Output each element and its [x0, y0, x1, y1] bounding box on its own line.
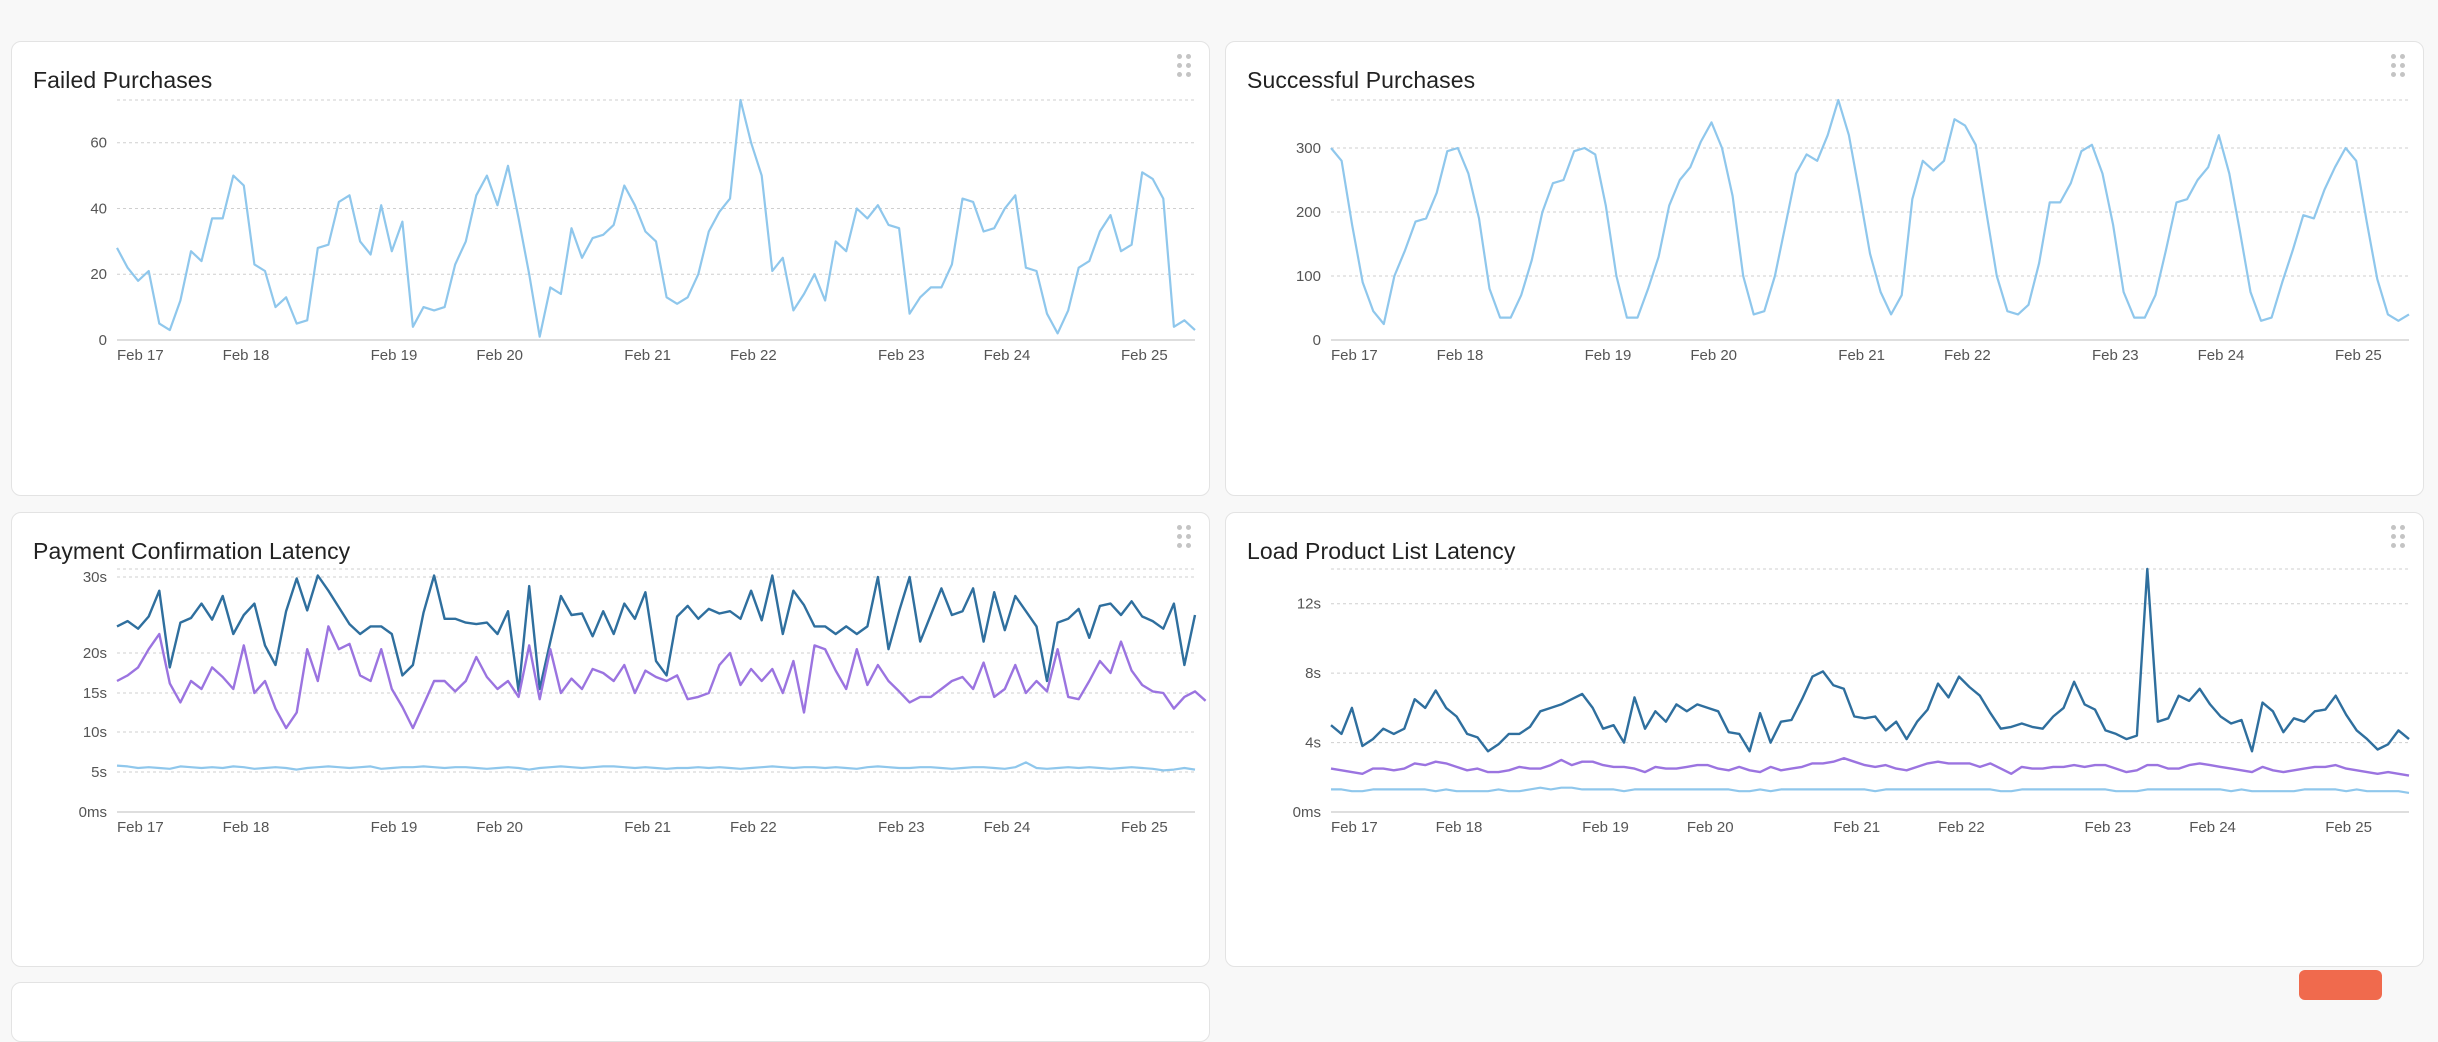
series-line-light — [1330, 98, 2410, 326]
y-tick-label: 60 — [90, 135, 107, 152]
series-line-light — [1331, 786, 2410, 794]
x-tick-label: Feb 25 — [2325, 819, 2372, 836]
y-tick-label: 5s — [91, 764, 107, 781]
x-tick-label: Feb 19 — [1585, 347, 1632, 364]
y-tick-label: 4s — [1305, 735, 1321, 752]
y-tick-label: 0 — [1313, 332, 1321, 349]
x-tick-label: Feb 21 — [1838, 347, 1885, 364]
drag-handle-icon[interactable] — [2391, 54, 2407, 80]
x-tick-label: Feb 24 — [2189, 819, 2236, 836]
x-tick-label: Feb 17 — [117, 347, 164, 364]
series-line-dark — [116, 574, 1197, 693]
x-tick-label: Feb 17 — [1331, 347, 1378, 364]
x-tick-label: Feb 21 — [624, 347, 671, 364]
y-tick-label: 20 — [90, 266, 107, 283]
y-tick-label: 100 — [1296, 268, 1321, 285]
panel-load-product-list-latency: Load Product List Latency 0ms 4s 8s 12s Feb … — [1225, 512, 2424, 967]
x-tick-label: Feb 17 — [1331, 819, 1378, 836]
y-tick-label: 10s — [83, 724, 107, 741]
y-tick-label: 15s — [83, 685, 107, 702]
drag-handle-icon[interactable] — [1177, 54, 1193, 80]
y-tick-label: 0 — [99, 332, 107, 349]
x-tick-label: Feb 24 — [984, 347, 1031, 364]
x-tick-label: Feb 21 — [624, 819, 671, 836]
x-tick-label: Feb 25 — [1121, 347, 1168, 364]
x-tick-label: Feb 23 — [2085, 819, 2132, 836]
series-line-dark — [1330, 567, 2410, 753]
drag-handle-icon[interactable] — [1177, 525, 1193, 551]
chart-failed-purchases: 0 20 40 60 Feb 17 Feb 18 Feb 19 Feb 20 Feb 21 Feb… — [90, 98, 1196, 364]
y-tick-label: 0ms — [1293, 804, 1321, 821]
x-tick-label: Feb 18 — [223, 819, 270, 836]
y-tick-label: 200 — [1296, 204, 1321, 221]
y-tick-label: 300 — [1296, 140, 1321, 157]
y-tick-label: 0ms — [79, 804, 107, 821]
x-tick-label: Feb 19 — [371, 819, 418, 836]
series-line-purple — [1330, 757, 2410, 777]
x-tick-label: Feb 22 — [730, 347, 777, 364]
x-tick-label: Feb 20 — [1690, 347, 1737, 364]
panel-failed-purchases: Failed Purchases 0 20 40 60 Feb 17 Feb 18 Feb … — [11, 41, 1210, 496]
x-tick-label: Feb 18 — [223, 347, 270, 364]
x-tick-label: Feb 22 — [1944, 347, 1991, 364]
x-tick-label: Feb 24 — [984, 819, 1031, 836]
x-tick-label: Feb 19 — [1582, 819, 1629, 836]
x-tick-label: Feb 25 — [2335, 347, 2382, 364]
x-tick-label: Feb 19 — [371, 347, 418, 364]
chart-load-product-list-latency: 0ms 4s 8s 12s Feb 17 Feb 18 Feb 19 Feb 20 Feb 21… — [1293, 567, 2410, 836]
x-tick-label: Feb 18 — [1437, 347, 1484, 364]
x-tick-label: Feb 20 — [476, 819, 523, 836]
panel-title: Payment Confirmation Latency — [33, 538, 351, 564]
action-button[interactable] — [2299, 970, 2382, 1000]
x-tick-label: Feb 25 — [1121, 819, 1168, 836]
chart-payment-confirmation-latency: 0ms 5s 10s 15s 20s 30s Feb 17 Feb 18 Feb 19 Feb 2… — [79, 568, 1207, 836]
x-tick-label: Feb 18 — [1436, 819, 1483, 836]
x-tick-label: Feb 24 — [2198, 347, 2245, 364]
panel-title: Failed Purchases — [33, 67, 213, 93]
x-tick-label: Feb 21 — [1833, 819, 1880, 836]
x-tick-label: Feb 20 — [476, 347, 523, 364]
y-tick-label: 30s — [83, 569, 107, 586]
x-tick-label: Feb 17 — [117, 819, 164, 836]
panel-title: Load Product List Latency — [1247, 538, 1516, 564]
x-tick-label: Feb 22 — [730, 819, 777, 836]
series-line-light — [116, 98, 1196, 338]
y-tick-label: 40 — [90, 200, 107, 217]
panel-successful-purchases: Successful Purchases 0 100 200 300 Feb 17 Feb… — [1225, 41, 2424, 496]
x-tick-label: Feb 23 — [2092, 347, 2139, 364]
x-tick-label: Feb 23 — [878, 347, 925, 364]
chart-successful-purchases: 0 100 200 300 Feb 17 Feb 18 Feb 19 Feb 20 Feb 21… — [1296, 98, 2410, 364]
x-tick-label: Feb 20 — [1687, 819, 1734, 836]
y-tick-label: 20s — [83, 645, 107, 662]
series-line-light — [116, 761, 1196, 772]
panel-title: Successful Purchases — [1247, 67, 1476, 93]
panel-payment-confirmation-latency: Payment Confirmation Latency 0ms 5s 10s 15s… — [11, 512, 1210, 967]
y-tick-label: 8s — [1305, 665, 1321, 682]
x-tick-label: Feb 23 — [878, 819, 925, 836]
x-tick-label: Feb 22 — [1938, 819, 1985, 836]
panel-next — [11, 982, 1210, 1042]
drag-handle-icon[interactable] — [2391, 525, 2407, 551]
y-tick-label: 12s — [1297, 596, 1321, 613]
series-line-purple — [116, 625, 1207, 730]
